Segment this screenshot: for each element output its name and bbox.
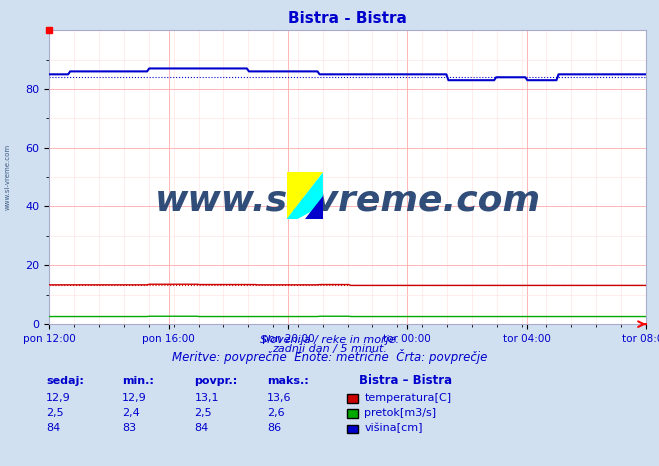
Text: Meritve: povprečne  Enote: metrične  Črta: povprečje: Meritve: povprečne Enote: metrične Črta:…	[172, 349, 487, 364]
Text: Bistra – Bistra: Bistra – Bistra	[359, 375, 452, 387]
Text: 2,6: 2,6	[267, 408, 285, 418]
Text: pretok[m3/s]: pretok[m3/s]	[364, 408, 436, 418]
Text: temperatura[C]: temperatura[C]	[364, 393, 451, 403]
Text: 12,9: 12,9	[46, 393, 71, 403]
Text: Slovenija / reke in morje.: Slovenija / reke in morje.	[260, 335, 399, 344]
Text: 84: 84	[194, 423, 209, 433]
Text: 83: 83	[122, 423, 136, 433]
Text: sedaj:: sedaj:	[46, 377, 84, 386]
Text: min.:: min.:	[122, 377, 154, 386]
Text: 86: 86	[267, 423, 281, 433]
Text: 13,1: 13,1	[194, 393, 219, 403]
Text: višina[cm]: višina[cm]	[364, 423, 423, 433]
Text: zadnji dan / 5 minut.: zadnji dan / 5 minut.	[272, 344, 387, 354]
Text: 13,6: 13,6	[267, 393, 291, 403]
Text: www.si-vreme.com: www.si-vreme.com	[155, 184, 540, 218]
Text: 84: 84	[46, 423, 61, 433]
Polygon shape	[287, 172, 323, 219]
Polygon shape	[304, 196, 323, 219]
Text: 2,4: 2,4	[122, 408, 140, 418]
Title: Bistra - Bistra: Bistra - Bistra	[288, 11, 407, 27]
Text: 12,9: 12,9	[122, 393, 147, 403]
Text: povpr.:: povpr.:	[194, 377, 238, 386]
Polygon shape	[287, 172, 323, 219]
Text: 2,5: 2,5	[194, 408, 212, 418]
Text: www.si-vreme.com: www.si-vreme.com	[5, 144, 11, 210]
Text: 2,5: 2,5	[46, 408, 64, 418]
Text: maks.:: maks.:	[267, 377, 308, 386]
